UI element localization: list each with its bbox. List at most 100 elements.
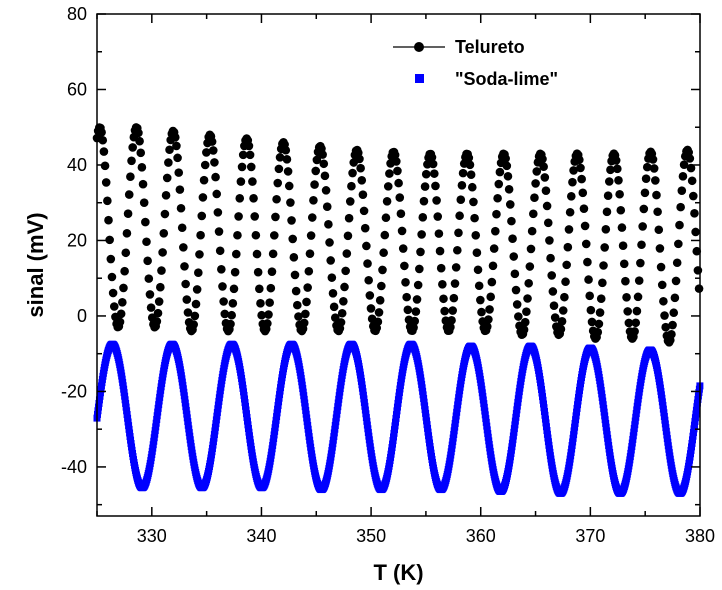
data-point-soda-lime [453,408,461,416]
data-point-telureto [652,190,661,200]
x-tick-label: 340 [246,526,276,546]
data-point-telureto [670,293,680,303]
legend-label-telureto: Telureto [455,37,525,57]
data-point-soda-lime [364,429,372,437]
data-point-telureto [257,310,266,320]
data-point-telureto [584,275,593,284]
data-point-telureto [264,310,273,319]
data-point-telureto [176,203,186,213]
data-point-soda-lime [244,425,252,433]
data-point-telureto [616,205,626,215]
data-point-telureto [393,166,402,176]
data-point-telureto [116,309,126,319]
data-point-soda-lime [306,436,314,444]
data-point-telureto [651,176,660,185]
data-point-soda-lime [663,431,671,439]
data-point-soda-lime [601,412,609,420]
data-point-soda-lime [271,424,279,432]
data-point-telureto [181,279,190,289]
data-point-telureto [303,283,312,292]
data-point-telureto [631,318,641,328]
data-point-telureto [594,319,604,329]
data-point-telureto [659,296,668,306]
data-point-soda-lime [484,430,492,438]
data-point-telureto [229,284,239,294]
data-point-soda-lime [659,405,667,413]
data-point-telureto [347,181,356,191]
data-point-telureto [366,304,376,313]
data-point-soda-lime [600,404,608,412]
data-point-soda-lime [210,431,218,439]
data-point-telureto [636,258,645,268]
data-point-soda-lime [183,410,191,418]
data-point-soda-lime [180,388,188,396]
data-point-telureto [299,318,309,328]
data-point-telureto [657,280,667,290]
data-point-soda-lime [424,424,432,432]
data-point-telureto [508,234,517,244]
data-point-telureto [486,292,496,302]
data-point-soda-lime [629,435,637,443]
data-point-soda-lime [180,392,188,400]
data-point-telureto [403,305,413,315]
data-point-soda-lime [689,432,697,440]
data-point-soda-lime [390,429,398,437]
data-point-telureto [689,191,698,201]
data-point-telureto [511,285,521,295]
data-point-soda-lime [693,403,701,411]
data-point-telureto [415,264,424,274]
data-point-telureto [674,239,683,249]
data-point-telureto [357,175,367,185]
data-point-telureto [294,312,303,321]
data-point-soda-lime [575,393,583,401]
data-point-soda-lime [660,409,668,417]
data-point-telureto [495,167,505,177]
data-point-soda-lime [482,415,490,423]
data-point-soda-lime [632,410,640,418]
data-point-telureto [685,154,695,163]
data-point-telureto [640,188,650,198]
data-point-soda-lime [272,420,280,428]
data-point-telureto [580,221,590,231]
data-point-telureto [194,268,203,277]
data-point-soda-lime [568,445,576,453]
data-point-telureto [238,150,248,160]
data-point-telureto [359,206,369,216]
data-point-soda-lime [658,394,666,402]
data-point-telureto [581,239,591,249]
data-point-telureto [691,227,700,237]
data-point-soda-lime [601,416,609,424]
data-point-telureto [348,168,357,178]
data-point-telureto [648,155,658,164]
data-point-telureto [561,277,570,287]
data-point-telureto [527,226,537,236]
data-point-soda-lime [634,399,642,407]
data-point-telureto [505,200,515,209]
data-point-soda-lime [333,406,341,414]
data-point-soda-lime [216,390,224,398]
data-point-telureto [210,158,219,167]
data-point-telureto [440,306,449,316]
data-point-soda-lime [510,425,518,433]
data-point-telureto [345,197,355,206]
data-point-telureto [198,193,208,202]
data-point-soda-lime [420,394,428,402]
data-point-telureto [144,274,154,283]
data-point-soda-lime [422,409,430,417]
data-point-soda-lime [545,441,553,449]
data-point-soda-lime [419,391,427,399]
data-point-soda-lime [658,398,666,406]
data-point-telureto [451,263,461,272]
data-point-telureto [228,299,238,308]
data-point-soda-lime [329,440,337,448]
data-point-telureto [282,155,292,164]
data-point-soda-lime [329,436,337,444]
data-point-telureto [417,230,426,239]
data-point-soda-lime [509,432,517,440]
data-point-telureto [431,181,440,191]
data-point-telureto [668,320,677,330]
y-tick-label: 40 [67,155,87,175]
data-point-soda-lime [659,401,667,409]
data-point-telureto [686,163,696,173]
data-point-telureto [565,207,575,217]
